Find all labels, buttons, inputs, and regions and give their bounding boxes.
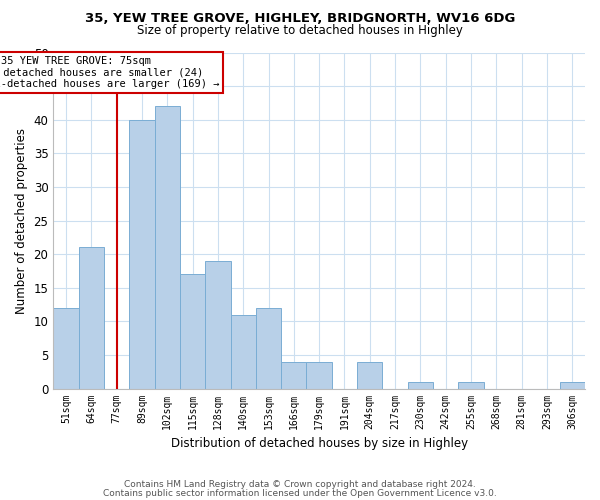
Text: Contains HM Land Registry data © Crown copyright and database right 2024.: Contains HM Land Registry data © Crown c… (124, 480, 476, 489)
Text: Size of property relative to detached houses in Highley: Size of property relative to detached ho… (137, 24, 463, 37)
Bar (129, 120, 155, 388)
Bar (357, 362, 382, 388)
Text: Contains public sector information licensed under the Open Government Licence v3: Contains public sector information licen… (103, 488, 497, 498)
Bar (281, 362, 307, 388)
Bar (205, 261, 230, 388)
Bar (458, 382, 484, 388)
Text: 35, YEW TREE GROVE, HIGHLEY, BRIDGNORTH, WV16 6DG: 35, YEW TREE GROVE, HIGHLEY, BRIDGNORTH,… (85, 12, 515, 24)
Bar (79, 248, 104, 388)
Bar (180, 274, 205, 388)
Bar (307, 362, 332, 388)
Bar (256, 308, 281, 388)
Bar (53, 308, 79, 388)
Y-axis label: Number of detached properties: Number of detached properties (15, 128, 28, 314)
X-axis label: Distribution of detached houses by size in Highley: Distribution of detached houses by size … (170, 437, 468, 450)
Text: 35 YEW TREE GROVE: 75sqm
← 12% of detached houses are smaller (24)
88% of semi-d: 35 YEW TREE GROVE: 75sqm ← 12% of detach… (0, 56, 220, 89)
Bar (230, 314, 256, 388)
Bar (560, 382, 585, 388)
Bar (155, 106, 180, 388)
Bar (408, 382, 433, 388)
